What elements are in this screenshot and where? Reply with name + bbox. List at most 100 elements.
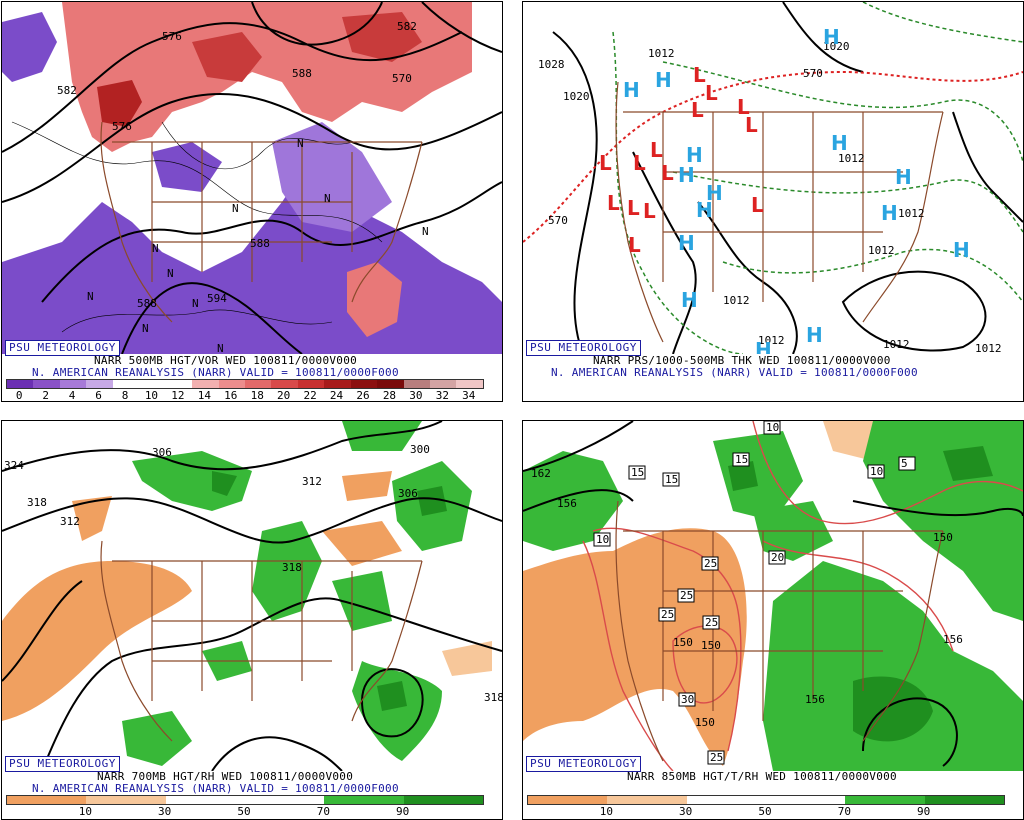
- rh-moist-fill: [132, 451, 252, 511]
- isotherm-label-box: [677, 588, 695, 603]
- contour-label: 570: [392, 72, 412, 85]
- colorbar-swatch: [607, 796, 687, 804]
- height-contour: [41, 597, 502, 771]
- thickness-line: [662, 61, 1023, 163]
- contour-label: 576: [112, 120, 132, 133]
- high-pressure-center: H: [706, 181, 723, 205]
- isotherm-label: 10: [596, 533, 609, 546]
- thickness-line: [862, 2, 1023, 43]
- isotherm-label-box: [658, 607, 676, 622]
- map-850mb-temp-rh: 162 156 150 150 150 156 156 150 15 15 15 10…: [523, 421, 1023, 771]
- thickness-line: [672, 171, 1023, 233]
- psu-badge: PSU METEOROLOGY: [526, 756, 641, 772]
- colorbar-swatch: [430, 380, 457, 388]
- colorbar-tick-label: 10: [78, 805, 92, 818]
- contour-label: 312: [302, 475, 322, 488]
- colorbar-tick-label: 20: [277, 389, 291, 402]
- low-pressure-center: L: [737, 95, 750, 119]
- low-pressure-center: L: [751, 193, 764, 217]
- rh-saturated-fill: [417, 486, 447, 516]
- map-500mb-vorticity: 576 582 588 570 582 588 594 588 576 N N …: [2, 2, 502, 354]
- isobar-label: 1012: [868, 244, 895, 257]
- contour-label: 594: [207, 292, 227, 305]
- rh-dry-fill: [2, 561, 192, 721]
- colorbar-tick-label: 24: [329, 389, 344, 402]
- colorbar-swatch: [403, 380, 430, 388]
- vort-strong-fill-2: [192, 32, 262, 82]
- high-pressure-center: H: [686, 143, 703, 167]
- colorbar-tick-label: 34: [462, 389, 476, 402]
- rh-dry-fill: [523, 528, 747, 766]
- isotherm-label-box: [763, 421, 781, 435]
- high-pressure-center: H: [678, 163, 695, 187]
- isobar: [552, 31, 598, 354]
- colorbar-tick-label: 22: [303, 389, 317, 402]
- low-pressure-center: L: [705, 81, 718, 105]
- panel-850mb-temp-rh: 162 156 150 150 150 156 156 150 15 15 15 10…: [522, 420, 1024, 820]
- vort-strong-fill-3: [342, 12, 422, 62]
- isotherm: [762, 540, 954, 652]
- contour-label: 318: [484, 691, 502, 704]
- colorbar-swatch: [139, 380, 166, 388]
- isotherm-label: 15: [631, 466, 644, 479]
- high-pressure-center: H: [895, 165, 912, 189]
- vort-positive-fill-se: [347, 262, 402, 337]
- colorbar-swatch: [377, 380, 404, 388]
- isotherm: [752, 421, 1023, 525]
- rh-moist-fill: [122, 711, 192, 766]
- colorbar-tick-label: 10: [599, 805, 613, 818]
- colorbar-swatch: [165, 380, 193, 388]
- isotherm-label-box: [867, 464, 885, 479]
- colorbar-tick-label: 4: [68, 389, 76, 402]
- colorbar-swatch: [271, 380, 298, 388]
- colorbar-swatch: [86, 380, 113, 388]
- height-contour: [523, 489, 634, 512]
- isotherm-label-box: [701, 556, 719, 571]
- rh-colorbar: [527, 795, 1005, 805]
- colorbar-swatch: [244, 796, 325, 804]
- isobar: [632, 151, 697, 354]
- isobar-label: 1020: [563, 90, 590, 103]
- height-contour: [2, 497, 502, 544]
- colorbar-tick-label: 90: [396, 805, 410, 818]
- rh-moist-fill: [763, 561, 1023, 771]
- rh-saturated-fill: [377, 681, 407, 711]
- panel-subtitle: N. AMERICAN REANALYSIS (NARR) VALID = 10…: [32, 782, 399, 795]
- thickness-line: [722, 248, 1023, 303]
- colorbar-swatch: [7, 380, 34, 388]
- height-contour: [862, 697, 958, 767]
- vort-contour: [11, 121, 383, 243]
- isotherm-label-box: [732, 452, 750, 467]
- height-contour: [2, 92, 502, 203]
- rh-moist-fill: [342, 421, 422, 451]
- high-pressure-center: H: [806, 323, 823, 347]
- isobar-label: 1012: [898, 207, 925, 220]
- thickness-label: 570: [548, 214, 568, 227]
- contour-label: 156: [805, 693, 825, 706]
- isobar-label: 1028: [538, 58, 565, 71]
- low-pressure-center: L: [643, 199, 656, 223]
- contour-label: 150: [701, 639, 721, 652]
- isobar-label: 1012: [648, 47, 675, 60]
- vort-min-center: N: [232, 202, 239, 215]
- contour-label: 300: [410, 443, 430, 456]
- high-pressure-center: H: [696, 198, 713, 222]
- colorbar-tick-label: 50: [237, 805, 251, 818]
- high-pressure-center: H: [953, 238, 970, 262]
- rh-saturated-fill: [943, 446, 993, 481]
- high-pressure-center: H: [823, 25, 840, 49]
- colorbar-tick-label: 90: [917, 805, 931, 818]
- panel-pressure-thickness: 1028 1020 1012 1012 1012 1012 1012 1020 …: [522, 1, 1024, 402]
- contour-label: 156: [557, 497, 577, 510]
- contour-label: 588: [292, 67, 312, 80]
- psu-badge: PSU METEOROLOGY: [5, 340, 120, 356]
- high-pressure-center: H: [881, 201, 898, 225]
- isobar-label: 1012: [838, 152, 865, 165]
- panel-700mb-rh: 324 318 312 306 300 312 306 318 318 PSU …: [1, 420, 503, 820]
- colorbar-tick-label: 10: [144, 389, 159, 402]
- rh-dry-fill: [442, 641, 492, 676]
- colorbar-swatch: [244, 380, 272, 388]
- isotherm-label: 10: [766, 421, 779, 434]
- colorbar-tick-label: 30: [158, 805, 172, 818]
- colorbar-tick-label: 12: [171, 389, 185, 402]
